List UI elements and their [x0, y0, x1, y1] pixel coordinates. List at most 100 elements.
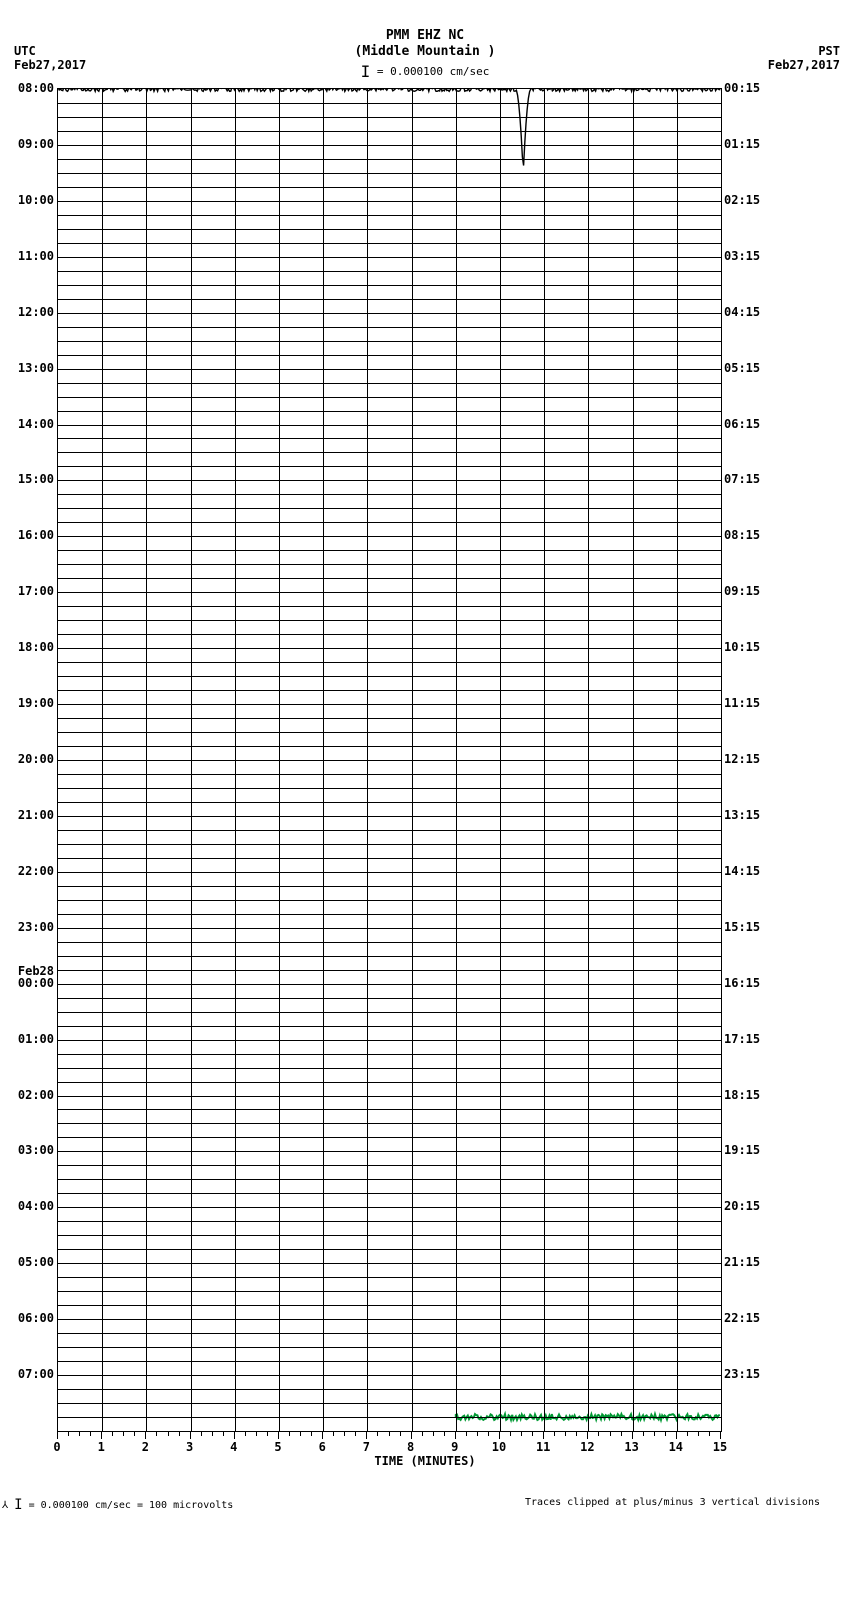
grid-line-h: [58, 243, 721, 244]
left-time-label: 16:00: [6, 528, 54, 542]
grid-line-h: [58, 550, 721, 551]
left-time-label: 09:00: [6, 137, 54, 151]
grid-line-h: [58, 1109, 721, 1110]
grid-line-h: [58, 536, 721, 537]
xaxis-tick: [499, 1431, 500, 1439]
scale-bar-icon: I: [361, 62, 371, 81]
left-time-label: 05:00: [6, 1255, 54, 1269]
xaxis-value: 9: [451, 1440, 458, 1454]
grid-line-h: [58, 313, 721, 314]
grid-line-h: [58, 1277, 721, 1278]
xaxis-subtick: [311, 1431, 312, 1436]
xaxis-tick: [720, 1431, 721, 1439]
seismogram-plot: [57, 88, 722, 1432]
xaxis-tick: [632, 1431, 633, 1439]
right-time-label: 11:15: [724, 696, 760, 710]
xaxis-value: 4: [230, 1440, 237, 1454]
grid-line-h: [58, 1249, 721, 1250]
right-time-label: 15:15: [724, 920, 760, 934]
grid-line-h: [58, 1012, 721, 1013]
grid-line-h: [58, 1151, 721, 1152]
xaxis-value: 2: [142, 1440, 149, 1454]
right-time-label: 09:15: [724, 584, 760, 598]
grid-line-h: [58, 704, 721, 705]
xaxis-subtick: [377, 1431, 378, 1436]
xaxis-subtick: [643, 1431, 644, 1436]
grid-line-v: [412, 89, 413, 1431]
grid-line-h: [58, 1179, 721, 1180]
grid-line-h: [58, 1305, 721, 1306]
grid-line-h: [58, 942, 721, 943]
grid-line-v: [544, 89, 545, 1431]
left-time-label: 01:00: [6, 1032, 54, 1046]
xaxis-tick: [145, 1431, 146, 1439]
xaxis-value: 12: [580, 1440, 594, 1454]
grid-line-h: [58, 327, 721, 328]
xaxis-subtick: [665, 1431, 666, 1436]
left-time-label: 10:00: [6, 193, 54, 207]
right-time-label: 03:15: [724, 249, 760, 263]
grid-line-h: [58, 1347, 721, 1348]
right-time-label: 00:15: [724, 81, 760, 95]
grid-line-h: [58, 411, 721, 412]
grid-line-h: [58, 648, 721, 649]
grid-line-h: [58, 1082, 721, 1083]
grid-line-h: [58, 508, 721, 509]
xaxis-value: 0: [53, 1440, 60, 1454]
grid-line-h: [58, 1207, 721, 1208]
grid-line-v: [279, 89, 280, 1431]
grid-line-h: [58, 369, 721, 370]
right-time-label: 07:15: [724, 472, 760, 486]
grid-line-h: [58, 788, 721, 789]
left-time-label: 15:00: [6, 472, 54, 486]
grid-line-h: [58, 564, 721, 565]
right-time-label: 05:15: [724, 361, 760, 375]
grid-line-h: [58, 858, 721, 859]
grid-line-h: [58, 984, 721, 985]
left-time-label: 02:00: [6, 1088, 54, 1102]
right-time-label: 23:15: [724, 1367, 760, 1381]
grid-line-h: [58, 131, 721, 132]
grid-line-h: [58, 425, 721, 426]
grid-line-h: [58, 173, 721, 174]
grid-line-h: [58, 1361, 721, 1362]
grid-line-h: [58, 397, 721, 398]
xaxis-tick: [234, 1431, 235, 1439]
xaxis-subtick: [687, 1431, 688, 1436]
grid-line-h: [58, 145, 721, 146]
grid-line-h: [58, 159, 721, 160]
xaxis-subtick: [289, 1431, 290, 1436]
grid-line-h: [58, 746, 721, 747]
grid-line-h: [58, 662, 721, 663]
grid-line-h: [58, 187, 721, 188]
grid-line-h: [58, 355, 721, 356]
xaxis-value: 5: [274, 1440, 281, 1454]
right-time-label: 10:15: [724, 640, 760, 654]
xaxis-subtick: [112, 1431, 113, 1436]
left-time-label: 07:00: [6, 1367, 54, 1381]
xaxis-subtick: [223, 1431, 224, 1436]
grid-line-v: [191, 89, 192, 1431]
right-time-label: 21:15: [724, 1255, 760, 1269]
grid-line-v: [146, 89, 147, 1431]
grid-line-h: [58, 452, 721, 453]
grid-line-h: [58, 257, 721, 258]
right-time-label: 13:15: [724, 808, 760, 822]
grid-line-v: [588, 89, 589, 1431]
grid-line-h: [58, 117, 721, 118]
xaxis-subtick: [245, 1431, 246, 1436]
left-time-label: 08:00: [6, 81, 54, 95]
xaxis-value: 10: [492, 1440, 506, 1454]
xaxis-subtick: [300, 1431, 301, 1436]
grid-line-v: [323, 89, 324, 1431]
grid-line-h: [58, 229, 721, 230]
grid-line-v: [633, 89, 634, 1431]
xaxis-subtick: [344, 1431, 345, 1436]
left-time-label: 12:00: [6, 305, 54, 319]
xaxis-subtick: [532, 1431, 533, 1436]
left-time-label: 03:00: [6, 1143, 54, 1157]
grid-line-h: [58, 760, 721, 761]
xaxis-value: 1: [98, 1440, 105, 1454]
left-time-label: 00:00: [6, 976, 54, 990]
station-title: PMM EHZ NC: [0, 28, 850, 43]
